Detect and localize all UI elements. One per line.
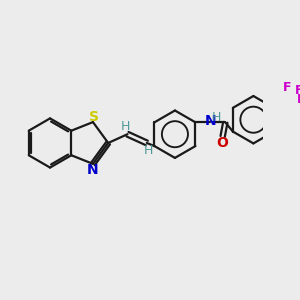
- Text: F: F: [283, 81, 291, 94]
- Text: F: F: [297, 94, 300, 106]
- Text: S: S: [89, 110, 99, 124]
- Text: O: O: [216, 136, 228, 150]
- Text: H: H: [121, 120, 130, 133]
- Text: F: F: [295, 84, 300, 97]
- Text: H: H: [212, 111, 221, 124]
- Text: N: N: [205, 115, 216, 128]
- Text: H: H: [144, 144, 153, 158]
- Text: N: N: [87, 163, 99, 177]
